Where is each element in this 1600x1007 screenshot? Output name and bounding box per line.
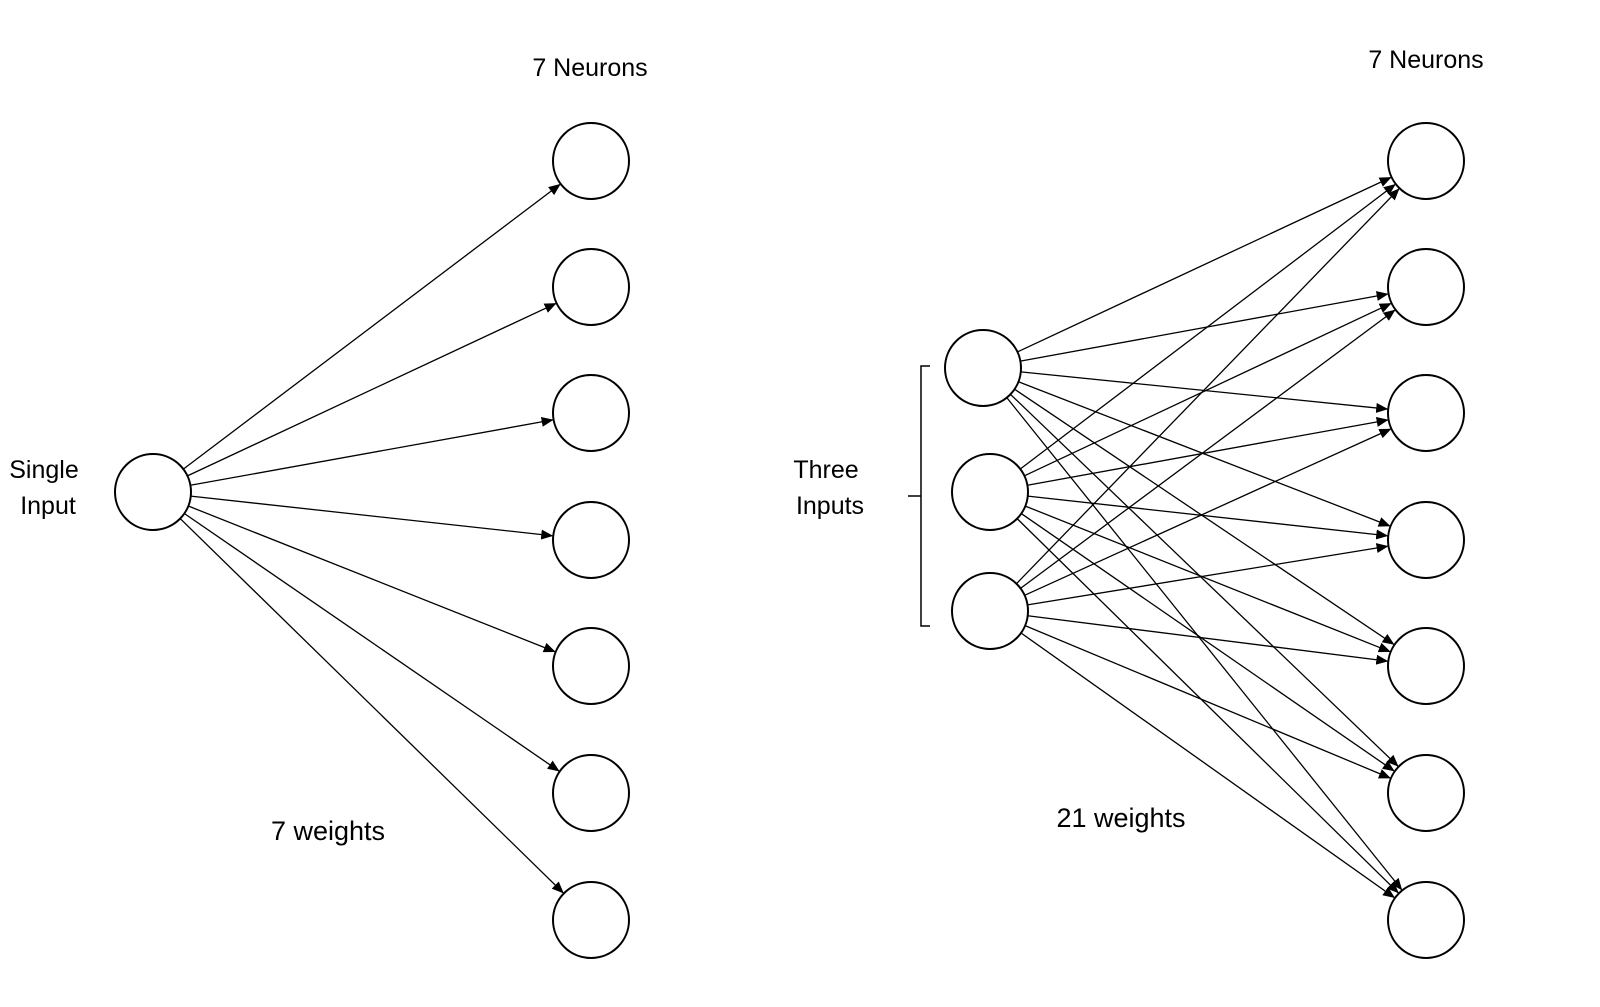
- output-neuron: [552, 501, 630, 579]
- right-input-label-line2: Inputs: [796, 492, 864, 520]
- output-neuron: [1387, 754, 1465, 832]
- weight-edge: [190, 495, 554, 540]
- right-layer-label: 7 Neurons: [1368, 46, 1483, 74]
- weight-edge: [1019, 183, 1396, 470]
- input-neuron: [951, 453, 1029, 531]
- weight-edge: [1006, 397, 1403, 891]
- weight-edge: [1024, 303, 1392, 477]
- weight-edge: [1016, 518, 1399, 894]
- weight-edge: [1027, 495, 1389, 540]
- weight-edge: [1027, 615, 1389, 665]
- weight-edge: [1015, 188, 1400, 585]
- right-input-label-line1: Three: [793, 456, 858, 484]
- weight-edge: [1024, 625, 1391, 779]
- output-neuron: [1387, 881, 1465, 959]
- right-network-nodes: [944, 122, 1465, 959]
- weight-edge: [190, 416, 554, 486]
- output-neuron: [552, 754, 630, 832]
- right-weight-edges: [1006, 176, 1403, 899]
- weight-edge: [1020, 291, 1389, 362]
- output-neuron: [552, 122, 630, 200]
- output-neuron: [1387, 122, 1465, 200]
- weight-edge: [1020, 309, 1396, 589]
- weight-edge: [183, 512, 560, 772]
- weight-edge: [187, 302, 557, 477]
- left-input-label-line1: Single: [9, 456, 79, 484]
- weight-edge: [1027, 416, 1389, 486]
- left-weight-edges: [179, 183, 564, 894]
- output-neuron: [552, 374, 630, 452]
- left-layer-label: 7 Neurons: [532, 54, 647, 82]
- input-neuron: [114, 453, 192, 531]
- weight-edge: [1020, 513, 1395, 772]
- output-neuron: [1387, 501, 1465, 579]
- weight-edge: [1020, 632, 1395, 899]
- output-neuron: [1387, 248, 1465, 326]
- input-neuron: [951, 572, 1029, 650]
- left-network-nodes: [114, 122, 630, 959]
- weight-edge: [179, 518, 564, 894]
- left-weights-label: 7 weights: [271, 816, 385, 846]
- weight-edge: [188, 505, 556, 653]
- weight-edge: [1009, 393, 1399, 767]
- input-neuron: [944, 329, 1022, 407]
- output-neuron: [552, 627, 630, 705]
- output-neuron: [552, 881, 630, 959]
- weight-edge: [1024, 428, 1392, 596]
- weight-edge: [182, 183, 561, 470]
- right-weights-label: 21 weights: [1056, 803, 1185, 833]
- weight-edge: [1017, 176, 1392, 353]
- weight-edge: [1027, 543, 1389, 606]
- inputs-bracket: [908, 365, 930, 627]
- weight-edge: [1025, 505, 1391, 653]
- left-input-label-line2: Input: [20, 492, 76, 520]
- output-neuron: [1387, 627, 1465, 705]
- output-neuron: [552, 248, 630, 326]
- output-neuron: [1387, 374, 1465, 452]
- weight-edge: [1014, 388, 1395, 645]
